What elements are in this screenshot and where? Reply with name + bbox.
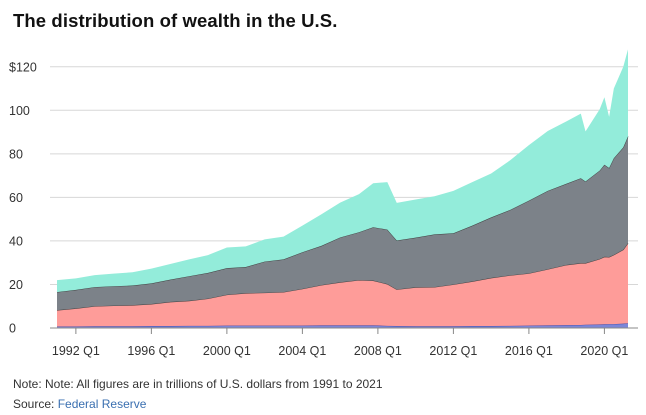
chart-note: Note: Note: All figures are in trillions… xyxy=(13,377,383,391)
x-tick-label: 2008 Q1 xyxy=(354,344,402,358)
y-tick-label: 60 xyxy=(9,191,23,205)
x-tick-label: 2012 Q1 xyxy=(429,344,477,358)
chart-title: The distribution of wealth in the U.S. xyxy=(13,10,338,31)
chart-source: Source: Federal Reserve xyxy=(13,397,146,411)
y-tick-label: 0 xyxy=(9,322,16,336)
area-series-3 xyxy=(57,136,628,311)
y-tick-label: 20 xyxy=(9,278,23,292)
x-tick-label: 1996 Q1 xyxy=(127,344,175,358)
x-tick-label: 2016 Q1 xyxy=(505,344,553,358)
x-tick-label: 1992 Q1 xyxy=(52,344,100,358)
area-series-2 xyxy=(57,243,628,327)
y-tick-label: 100 xyxy=(9,104,30,118)
wealth-area-chart: 0 20 40 60 80 100 $120 1992 Q1 1996 Q1 2000 Q1 200… xyxy=(9,49,638,358)
y-tick-label: 40 xyxy=(9,234,23,248)
area-series-4 xyxy=(57,49,628,293)
source-link-federal-reserve[interactable]: Federal Reserve xyxy=(57,397,147,411)
x-tick-label: 2020 Q1 xyxy=(580,344,628,358)
x-tick-label: 2004 Q1 xyxy=(278,344,326,358)
x-tick-label: 2000 Q1 xyxy=(203,344,251,358)
y-tick-label: $120 xyxy=(9,60,37,74)
source-label: Source: xyxy=(13,397,58,411)
stacked-areas xyxy=(56,49,629,328)
y-tick-label: 80 xyxy=(9,147,23,161)
axes: 0 20 40 60 80 100 $120 1992 Q1 1996 Q1 2000 Q1 200… xyxy=(9,60,638,358)
